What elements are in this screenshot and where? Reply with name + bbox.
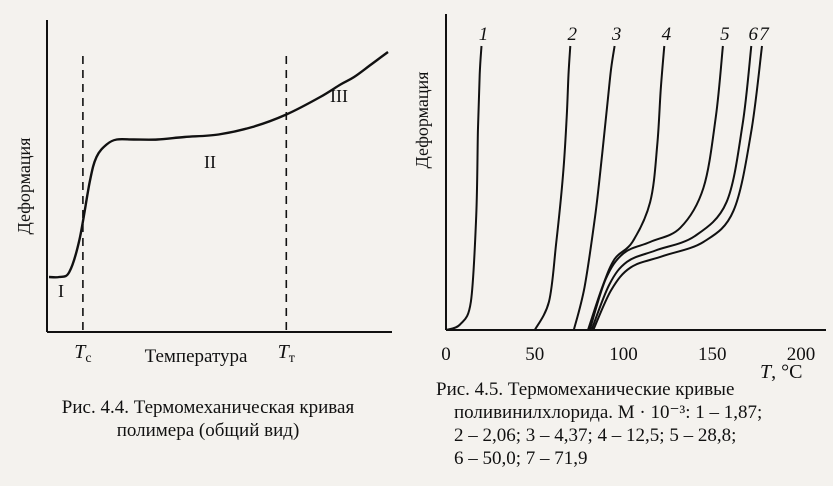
region-label-III: III <box>330 86 348 106</box>
right-caption-line: поливинилхлорида. M · 10⁻³: 1 – 1,87; <box>454 402 763 423</box>
x-tick-label: 150 <box>698 344 727 365</box>
curve-5 <box>588 45 724 331</box>
left-caption: Рис. 4.4. Термомеханическая кривая полим… <box>28 396 388 442</box>
tick-label-tc: Tс <box>74 341 91 366</box>
curve-label-1: 1 <box>479 24 489 45</box>
left-ylabel: Деформация <box>14 138 34 235</box>
right-x-ticks: 0 50 100 150 200 <box>441 344 815 365</box>
x-tick-label: 50 <box>525 344 544 365</box>
right-xlabel: T, °C <box>760 361 802 383</box>
curve-2 <box>533 45 572 331</box>
right-caption: Рис. 4.5. Термомеханические кривые полив… <box>436 378 826 470</box>
curve-label-6: 6 <box>749 24 759 45</box>
left-chart: Деформация I II III Tс Tт Температура <box>14 20 392 367</box>
region-label-II: II <box>204 152 216 172</box>
left-thermomechanical-curve <box>48 51 389 279</box>
x-tick-label: 0 <box>441 344 451 365</box>
left-caption-line: полимера (общий вид) <box>116 420 300 441</box>
x-tick-label: 200 <box>787 344 816 365</box>
curve-label-2: 2 <box>568 24 578 45</box>
tick-label-tt: Tт <box>278 341 295 366</box>
x-tick-label: 100 <box>609 344 638 365</box>
curve-label-3: 3 <box>611 24 622 45</box>
curve-label-7: 7 <box>759 24 770 45</box>
curve-7 <box>592 45 763 331</box>
region-label-I: I <box>58 281 64 301</box>
curve-label-4: 4 <box>662 24 672 45</box>
left-caption-line: Рис. 4.4. Термомеханическая кривая <box>61 397 355 418</box>
left-xlabel: Температура <box>145 346 248 367</box>
right-curves <box>445 45 763 331</box>
curve-6 <box>590 45 753 331</box>
right-caption-line: Рис. 4.5. Термомеханические кривые <box>436 379 735 400</box>
curve-3 <box>572 45 616 331</box>
right-ylabel: Деформация <box>412 72 432 169</box>
right-caption-line: 6 – 50,0; 7 – 71,9 <box>454 448 588 469</box>
curve-1 <box>445 45 483 331</box>
curve-label-5: 5 <box>720 24 730 45</box>
right-caption-line: 2 – 2,06; 3 – 4,37; 4 – 12,5; 5 – 28,8; <box>454 425 737 446</box>
